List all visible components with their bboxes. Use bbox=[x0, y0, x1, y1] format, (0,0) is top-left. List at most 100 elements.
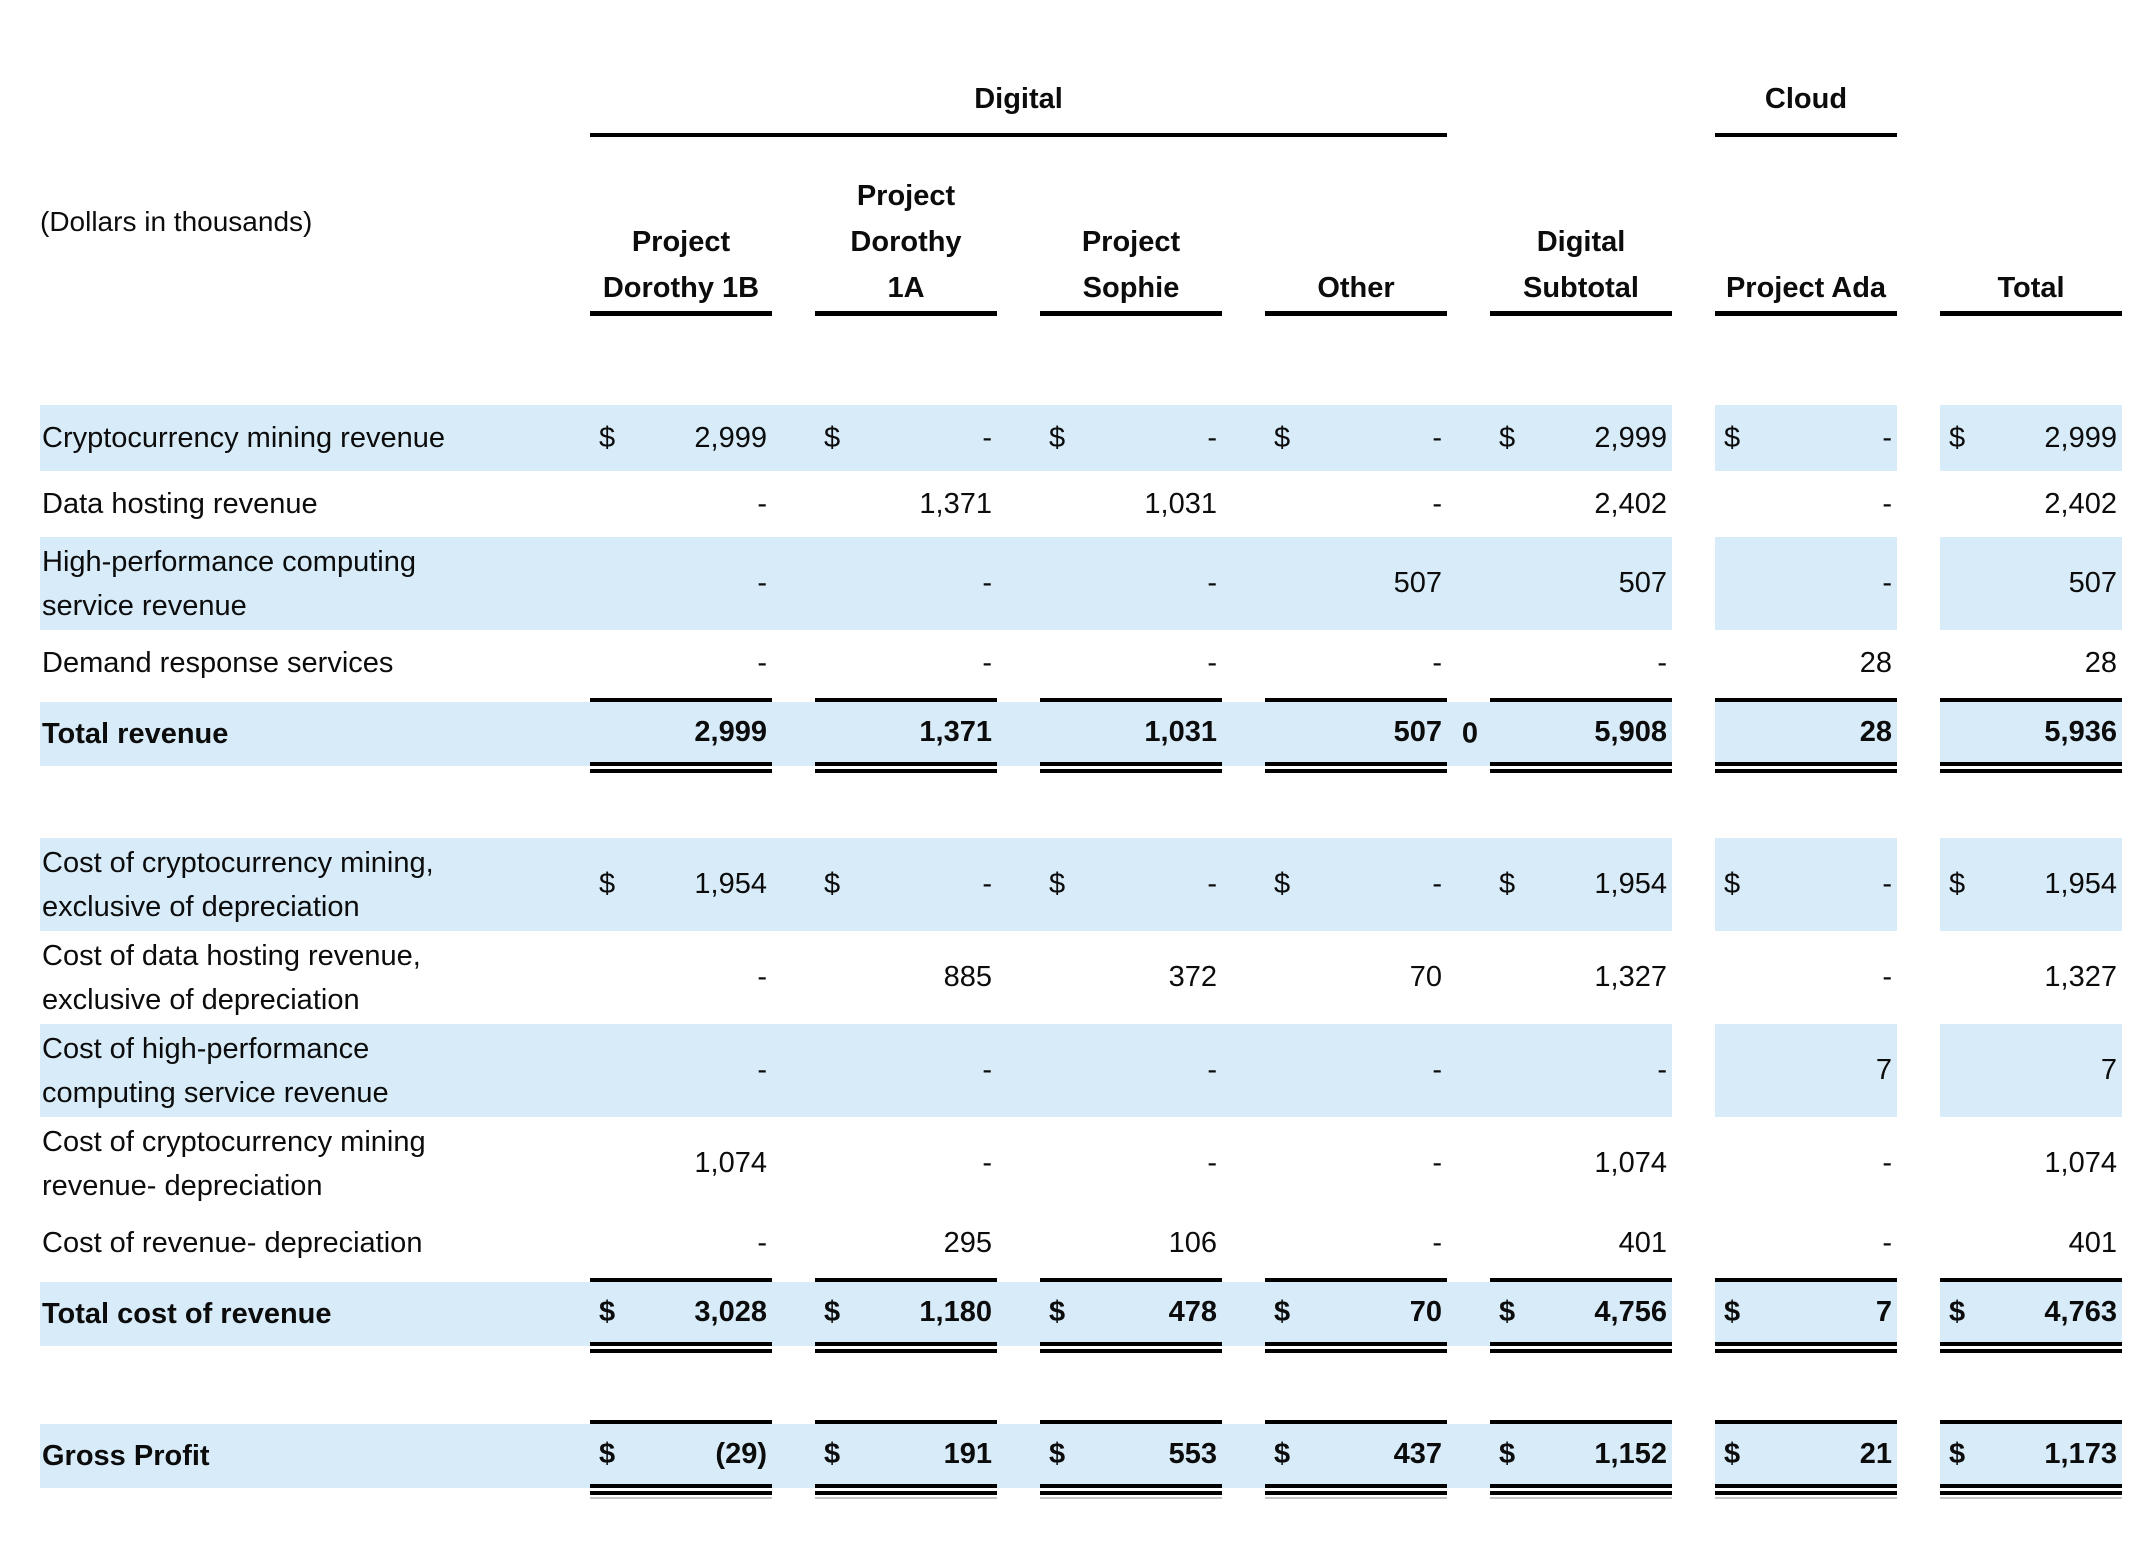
value-text: - bbox=[1882, 487, 1892, 520]
currency-symbol: $ bbox=[599, 868, 616, 900]
value-text: 3,028 bbox=[694, 1295, 767, 1328]
currency-symbol: $ bbox=[1049, 421, 1066, 454]
value-cell: 401 bbox=[1490, 1210, 1672, 1276]
rule-segment bbox=[1265, 1418, 1490, 1424]
header-body-gap bbox=[40, 318, 2130, 405]
rule-line bbox=[1490, 1491, 1672, 1495]
value: 401 bbox=[1940, 1210, 2122, 1276]
value-text: 1,152 bbox=[1594, 1437, 1667, 1470]
column-header-rule bbox=[1715, 311, 1897, 318]
rule-segment bbox=[590, 1276, 815, 1282]
currency-symbol: $ bbox=[1949, 1437, 1966, 1470]
value-text: - bbox=[757, 567, 767, 599]
value-cell: - bbox=[1040, 1024, 1265, 1117]
rule-line bbox=[815, 698, 997, 702]
value-text: - bbox=[1432, 487, 1442, 520]
faint-rule-line bbox=[815, 1497, 997, 1499]
column-header-line: Project bbox=[631, 226, 731, 258]
value: 2,999 bbox=[590, 702, 772, 766]
value: 1,371 bbox=[815, 702, 997, 766]
row-label-text: Gross Profit bbox=[42, 1440, 210, 1472]
value: - bbox=[590, 537, 772, 630]
value-cell: 1,074 bbox=[590, 1117, 815, 1210]
value-text: - bbox=[1432, 646, 1442, 679]
rule-segment bbox=[1490, 1418, 1672, 1424]
total-rule-bottom bbox=[40, 1488, 2130, 1500]
currency-symbol: $ bbox=[824, 868, 841, 900]
rule-segment bbox=[1490, 696, 1672, 702]
currency-symbol: $ bbox=[1049, 868, 1066, 900]
digital-group-rule bbox=[590, 133, 1447, 137]
value: $478 bbox=[1040, 1282, 1222, 1346]
value-cell: 28 bbox=[1715, 702, 1897, 766]
row-label-text: Cost of high-performance computing servi… bbox=[42, 1032, 389, 1109]
value-cell: - bbox=[1040, 1117, 1265, 1210]
rule-segment bbox=[1940, 1418, 2122, 1424]
table-row: Cost of high-performance computing servi… bbox=[40, 1024, 2130, 1117]
value-text: - bbox=[1882, 868, 1892, 900]
rule-segment bbox=[1715, 696, 1897, 702]
value-cell: - bbox=[1490, 1024, 1672, 1117]
column-header: Total bbox=[1940, 137, 2122, 311]
value-cell: 1,371 bbox=[815, 471, 1040, 537]
value-cell: $ - bbox=[1715, 838, 1897, 931]
value-cell: - bbox=[815, 630, 1040, 696]
value-cell: 1,031 bbox=[1040, 702, 1265, 766]
rule-segment bbox=[815, 1276, 1040, 1282]
value: $2,999 bbox=[1490, 405, 1672, 471]
value-cell: 5,936 bbox=[1940, 702, 2122, 766]
value-cell: $ - bbox=[1265, 405, 1490, 471]
rule-segment bbox=[1040, 1276, 1265, 1282]
faint-rule-line bbox=[590, 1497, 772, 1499]
rule-line bbox=[590, 1420, 772, 1424]
value-text: 28 bbox=[1859, 715, 1892, 748]
rule-line bbox=[1715, 1491, 1897, 1495]
value-cell: - bbox=[1715, 931, 1897, 1024]
rule-line bbox=[1265, 1491, 1447, 1495]
section-spacer bbox=[40, 1358, 2130, 1418]
value-cell: $191 bbox=[815, 1424, 1040, 1488]
value-cell: 70 bbox=[1265, 931, 1490, 1024]
faint-rule-line bbox=[1940, 1497, 2122, 1499]
column-header: Other bbox=[1265, 137, 1490, 311]
value-cell: 1,074 bbox=[1940, 1117, 2122, 1210]
value-text: - bbox=[1657, 1054, 1667, 1086]
column-header-rule bbox=[1265, 311, 1490, 318]
column-header-text: Digital Subtotal bbox=[1490, 137, 1672, 311]
row-label-text: Total cost of revenue bbox=[42, 1298, 332, 1330]
table-row: Total revenue 2,999 1,371 1,031 507 0 5,908 28 5… bbox=[40, 702, 2130, 766]
value-cell: $553 bbox=[1040, 1424, 1265, 1488]
value: - bbox=[590, 931, 772, 1024]
value-cell: - bbox=[590, 931, 815, 1024]
rule-line bbox=[815, 311, 997, 316]
value: $437 bbox=[1265, 1424, 1447, 1488]
value: 28 bbox=[1715, 630, 1897, 696]
rule-line bbox=[1940, 1278, 2122, 1282]
value: 28 bbox=[1940, 630, 2122, 696]
column-header-line: Project bbox=[856, 180, 956, 212]
rule-segment bbox=[1490, 1276, 1672, 1282]
row-label: Cost of cryptocurrency mining revenue- d… bbox=[40, 1117, 590, 1210]
value: - bbox=[1490, 630, 1672, 696]
value-text: - bbox=[1657, 646, 1667, 679]
rule-line bbox=[1715, 1278, 1897, 1282]
value-cell: $2,999 bbox=[1940, 405, 2122, 471]
currency-symbol: $ bbox=[1274, 421, 1291, 454]
value: 507 bbox=[1265, 537, 1447, 630]
value-text: 2,402 bbox=[1594, 487, 1667, 520]
row-label-text: High-performance computing service reven… bbox=[42, 545, 416, 622]
total-rule-top bbox=[40, 696, 2130, 702]
rule-segment bbox=[1490, 766, 1672, 778]
value-cell: - bbox=[1715, 1210, 1897, 1276]
rule-line bbox=[1040, 769, 1222, 773]
rule-segment bbox=[1715, 1276, 1897, 1282]
row-label: Demand response services bbox=[40, 630, 590, 696]
value: 5,936 bbox=[1940, 702, 2122, 766]
value: - bbox=[1490, 1024, 1672, 1117]
column-header-line: Digital bbox=[1536, 226, 1626, 258]
currency-symbol: $ bbox=[1499, 1437, 1516, 1470]
value: - bbox=[1265, 1024, 1447, 1117]
rule-line bbox=[1715, 311, 1897, 316]
column-header-rule bbox=[590, 311, 815, 318]
